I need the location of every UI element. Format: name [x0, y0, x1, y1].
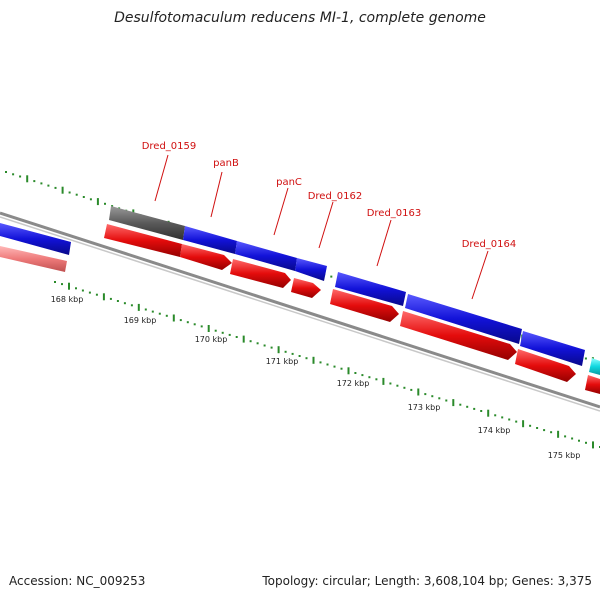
gene-label-panb: panB [213, 158, 239, 169]
tick-label-173: 173 kbp [408, 403, 441, 412]
gene-reverse-3[interactable] [230, 259, 291, 288]
map-title: Desulfotomaculum reducens MI-1, complete… [114, 10, 486, 26]
gene-left-reverse[interactable] [0, 246, 67, 272]
gene-reverse-2[interactable] [180, 244, 232, 270]
kbp-tick-labels: 168 kbp 169 kbp 170 kbp 171 kbp 172 kbp … [51, 295, 581, 460]
tick-label-172: 172 kbp [337, 379, 370, 388]
gene-panc[interactable] [235, 241, 297, 271]
gene-dred-0164[interactable] [405, 294, 522, 344]
tick-label-174: 174 kbp [478, 426, 511, 435]
gene-dred-0163[interactable] [335, 272, 406, 306]
accession-text: Accession: NC_009253 [9, 574, 146, 588]
gene-panb[interactable] [183, 226, 237, 254]
gene-dred-0159[interactable] [109, 206, 185, 240]
gene-dred-0162[interactable] [295, 258, 327, 281]
gene-reverse-4[interactable] [291, 278, 321, 298]
gene-label-dred-0159: Dred_0159 [142, 141, 197, 152]
inner-minor-ticks [54, 281, 600, 449]
gene-reverse-1[interactable] [104, 224, 182, 257]
gene-label-dred-0164: Dred_0164 [462, 239, 517, 250]
genome-summary-text: Topology: circular; Length: 3,608,104 bp… [262, 574, 592, 588]
backbone-line-inner [0, 216, 600, 412]
gene-reverse-7[interactable] [515, 349, 576, 382]
forward-strand-genes [0, 206, 600, 375]
gene-reverse-5[interactable] [330, 289, 399, 322]
tick-label-175: 175 kbp [548, 451, 581, 460]
gene-label-panc: panC [276, 177, 302, 188]
gene-reverse-6[interactable] [400, 311, 517, 360]
backbone-line [0, 211, 600, 409]
gene-reverse-8[interactable] [585, 375, 600, 394]
tick-label-170: 170 kbp [195, 335, 228, 344]
tick-label-171: 171 kbp [266, 357, 299, 366]
gene-cyan-feature[interactable] [589, 358, 600, 375]
gene-label-dred-0162: Dred_0162 [308, 191, 363, 202]
gene-label-lines [154, 154, 489, 300]
gene-label-dred-0163: Dred_0163 [367, 208, 422, 219]
tick-label-169: 169 kbp [124, 316, 157, 325]
tick-label-168: 168 kbp [51, 295, 84, 304]
gene-left-forward[interactable] [0, 223, 71, 255]
reverse-strand-genes [0, 224, 600, 394]
gene-labels: Dred_0159 panB panC Dred_0162 Dred_0163 … [142, 141, 517, 250]
gene-dred-0165[interactable] [520, 331, 585, 366]
